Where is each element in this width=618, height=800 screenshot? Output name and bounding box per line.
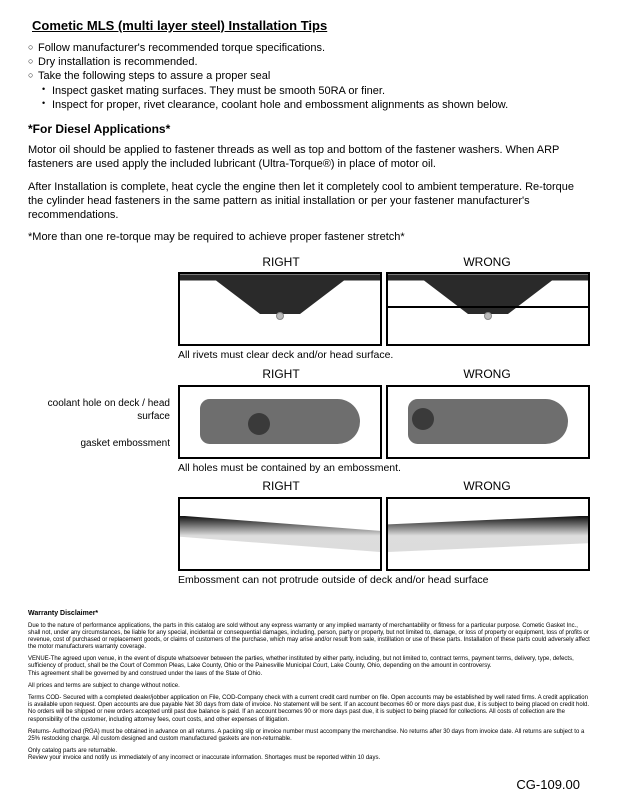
- row-label-empty: [28, 479, 178, 509]
- bullet-text: Dry installation is recommended.: [38, 55, 590, 69]
- header-wrong: WRONG: [384, 367, 590, 383]
- caption-emboss: All holes must be contained by an emboss…: [178, 462, 590, 476]
- bullet-list: ○ Follow manufacturer's recommended torq…: [28, 41, 590, 112]
- diagram-row-embossment: coolant hole on deck / head surface gask…: [28, 367, 590, 475]
- disclaimer-p: All prices and terms are subject to chan…: [28, 683, 590, 690]
- disclaimer-p: Due to the nature of performance applica…: [28, 623, 590, 652]
- row-label-col: coolant hole on deck / head surface gask…: [28, 367, 178, 450]
- header-wrong: WRONG: [384, 479, 590, 495]
- bullet-item: ○ Dry installation is recommended.: [28, 55, 590, 69]
- diagram-emboss-wrong: [386, 385, 590, 459]
- page-title: Cometic MLS (multi layer steel) Installa…: [32, 18, 590, 35]
- sub-bullet-item: • Inspect gasket mating surfaces. They m…: [42, 84, 590, 98]
- diagram-row-protrude: RIGHT WRONG Embossment can not protrude …: [28, 479, 590, 587]
- label-gasket: gasket embossment: [28, 437, 170, 450]
- bullet-text: Follow manufacturer's recommended torque…: [38, 41, 590, 55]
- header-wrong: WRONG: [384, 255, 590, 271]
- bullet-marker: •: [42, 84, 52, 98]
- header-right: RIGHT: [178, 255, 384, 271]
- bullet-text: Take the following steps to assure a pro…: [38, 69, 590, 83]
- diagram-protrude-wrong: [386, 497, 590, 571]
- diagram-section: RIGHT WRONG All rivets must clear deck a…: [28, 255, 590, 588]
- label-coolant: coolant hole on deck / head surface: [28, 397, 170, 423]
- bullet-marker: ○: [28, 55, 38, 69]
- bullet-marker: ○: [28, 69, 38, 83]
- diesel-heading: *For Diesel Applications*: [28, 122, 590, 138]
- bullet-item: ○ Follow manufacturer's recommended torq…: [28, 41, 590, 55]
- diagram-rivet-wrong: [386, 272, 590, 346]
- bullet-text: Inspect gasket mating surfaces. They mus…: [52, 84, 590, 98]
- header-right: RIGHT: [178, 367, 384, 383]
- diesel-p1: Motor oil should be applied to fastener …: [28, 143, 590, 172]
- disclaimer-title: Warranty Disclaimer*: [28, 609, 590, 618]
- caption-rivets: All rivets must clear deck and/or head s…: [178, 349, 590, 363]
- header-right: RIGHT: [178, 479, 384, 495]
- disclaimer-p: Returns- Authorized (RGA) must be obtain…: [28, 729, 590, 743]
- diagram-emboss-right: [178, 385, 382, 459]
- row-label-empty: [28, 255, 178, 285]
- diagram-protrude-right: [178, 497, 382, 571]
- disclaimer-p: Terms COD- Secured with a completed deal…: [28, 695, 590, 724]
- bullet-marker: •: [42, 98, 52, 112]
- bullet-marker: ○: [28, 41, 38, 55]
- page-footer-code: CG-109.00: [28, 777, 590, 794]
- retorque-note: *More than one re-torque may be required…: [28, 230, 590, 244]
- diesel-p2: After Installation is complete, heat cyc…: [28, 180, 590, 223]
- caption-protrude: Embossment can not protrude outside of d…: [178, 574, 590, 588]
- bullet-text: Inspect for proper, rivet clearance, coo…: [52, 98, 590, 112]
- disclaimer-p: Only catalog parts are returnable. Revie…: [28, 748, 590, 762]
- bullet-item: ○ Take the following steps to assure a p…: [28, 69, 590, 83]
- sub-bullet-item: • Inspect for proper, rivet clearance, c…: [42, 98, 590, 112]
- disclaimer-p: VENUE-The agreed upon venue, in the even…: [28, 656, 590, 678]
- diagram-row-rivets: RIGHT WRONG All rivets must clear deck a…: [28, 255, 590, 363]
- diagram-rivet-right: [178, 272, 382, 346]
- disclaimer-block: Warranty Disclaimer* Due to the nature o…: [28, 609, 590, 762]
